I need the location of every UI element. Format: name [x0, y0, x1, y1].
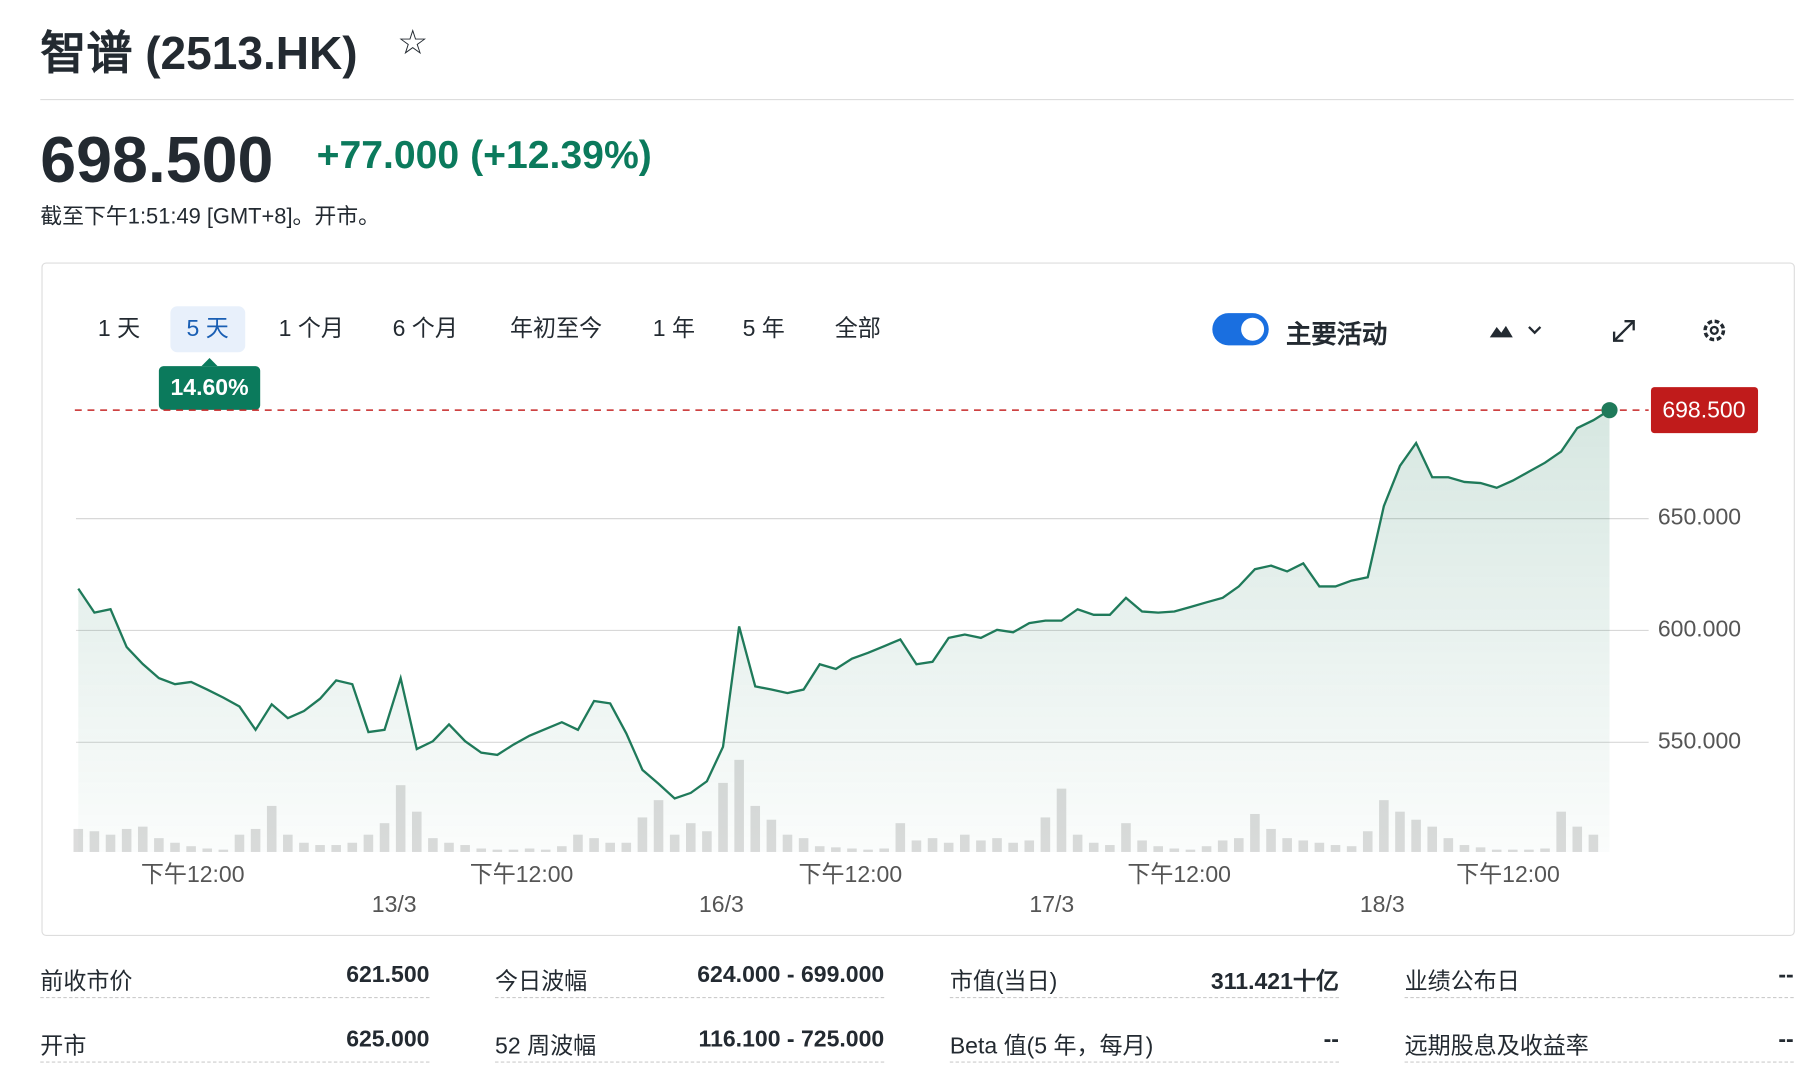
x-tick-label: 下午12:00 [1456, 861, 1560, 887]
change-abs: +77.000 [316, 133, 460, 178]
stat-label: Beta 值(5 年，每月) [949, 1033, 1154, 1060]
y-tick-label: 550.000 [1658, 727, 1741, 753]
chart-card [41, 262, 1795, 937]
date-tick-label: 18/3 [1360, 891, 1405, 917]
stat-value: -- [1778, 1026, 1794, 1053]
toggle-label: 主要活动 [1286, 320, 1388, 349]
stat-value: -- [1323, 1026, 1339, 1053]
stat-row: Beta 值(5 年，每月) -- [949, 1026, 1339, 1063]
change: +77.000 (+12.39%) [317, 134, 652, 179]
stat-label: 52 周波幅 [495, 1033, 597, 1060]
area [78, 410, 1610, 852]
last-point [1601, 402, 1618, 419]
stat-row: 今日波幅 624.000 - 699.000 [495, 962, 885, 999]
stat-row: 52 周波幅 116.100 - 725.000 [495, 1026, 885, 1063]
price-label: 698.500 [1662, 396, 1745, 422]
range-tab[interactable]: 1 年 [652, 316, 696, 342]
settings-icon[interactable] [1703, 319, 1726, 342]
stat-value: 625.000 [346, 1026, 430, 1053]
fullscreen-icon[interactable] [1612, 320, 1635, 342]
chart-type-icon[interactable] [1489, 325, 1542, 338]
y-tick-label: 600.000 [1658, 616, 1741, 642]
stat-label: 远期股息及收益率 [1404, 1033, 1589, 1060]
date-tick-label: 13/3 [372, 891, 417, 917]
x-tick-label: 下午12:00 [470, 861, 574, 887]
date-tick-label: 17/3 [1029, 891, 1074, 917]
toggle[interactable] [1212, 313, 1269, 346]
y-tick-label: 650.000 [1658, 504, 1741, 530]
stat-value: 624.000 - 699.000 [697, 962, 885, 988]
range-tab[interactable]: 1 个月 [278, 316, 344, 342]
stat-row: 前收市价 621.500 [40, 962, 430, 999]
stat-value: 116.100 - 725.000 [698, 1026, 885, 1053]
stat-row: 远期股息及收益率 -- [1404, 1026, 1794, 1063]
range-tab[interactable]: 5 天 [170, 306, 245, 353]
change-pct: (+12.39%) [470, 133, 652, 178]
range-tab[interactable]: 6 个月 [392, 316, 458, 342]
price-line [77, 409, 1611, 800]
stat-row: 市值(当日) 311.421十亿 [949, 962, 1339, 999]
stat-label: 今日波幅 [495, 969, 588, 995]
stat-value: 311.421十亿 [1210, 969, 1339, 995]
stat-label: 市值(当日) [949, 969, 1058, 995]
x-tick-label: 下午12:00 [141, 861, 245, 887]
range-tab[interactable]: 1 天 [97, 316, 141, 342]
watch-star[interactable]: ☆ [397, 24, 429, 63]
stat-value: 621.500 [346, 962, 430, 988]
title: 智谱 (2513.HK) [40, 28, 358, 80]
range-tab[interactable]: 全部 [834, 316, 881, 342]
x-tick-label: 下午12:00 [799, 861, 903, 887]
period-badge: 14.60% [158, 358, 261, 410]
volume-bar [73, 828, 84, 852]
price: 698.500 [40, 123, 274, 196]
price-label-box [1650, 387, 1759, 434]
timestamp: 截至下午1:51:49 [GMT+8]。开市。 [40, 204, 381, 230]
stat-label: 业绩公布日 [1404, 969, 1520, 995]
divider [40, 99, 1794, 101]
range-tab[interactable]: 5 年 [742, 316, 785, 342]
x-tick-label: 下午12:00 [1127, 861, 1231, 887]
stat-value: -- [1778, 962, 1794, 988]
stat-label: 前收市价 [40, 969, 133, 995]
stat-label: 开市 [40, 1033, 87, 1060]
stat-row: 开市 625.000 [40, 1027, 429, 1063]
range-tab[interactable]: 年初至今 [510, 316, 603, 342]
stat-row: 业绩公布日 -- [1404, 962, 1794, 999]
date-tick-label: 16/3 [699, 891, 744, 917]
